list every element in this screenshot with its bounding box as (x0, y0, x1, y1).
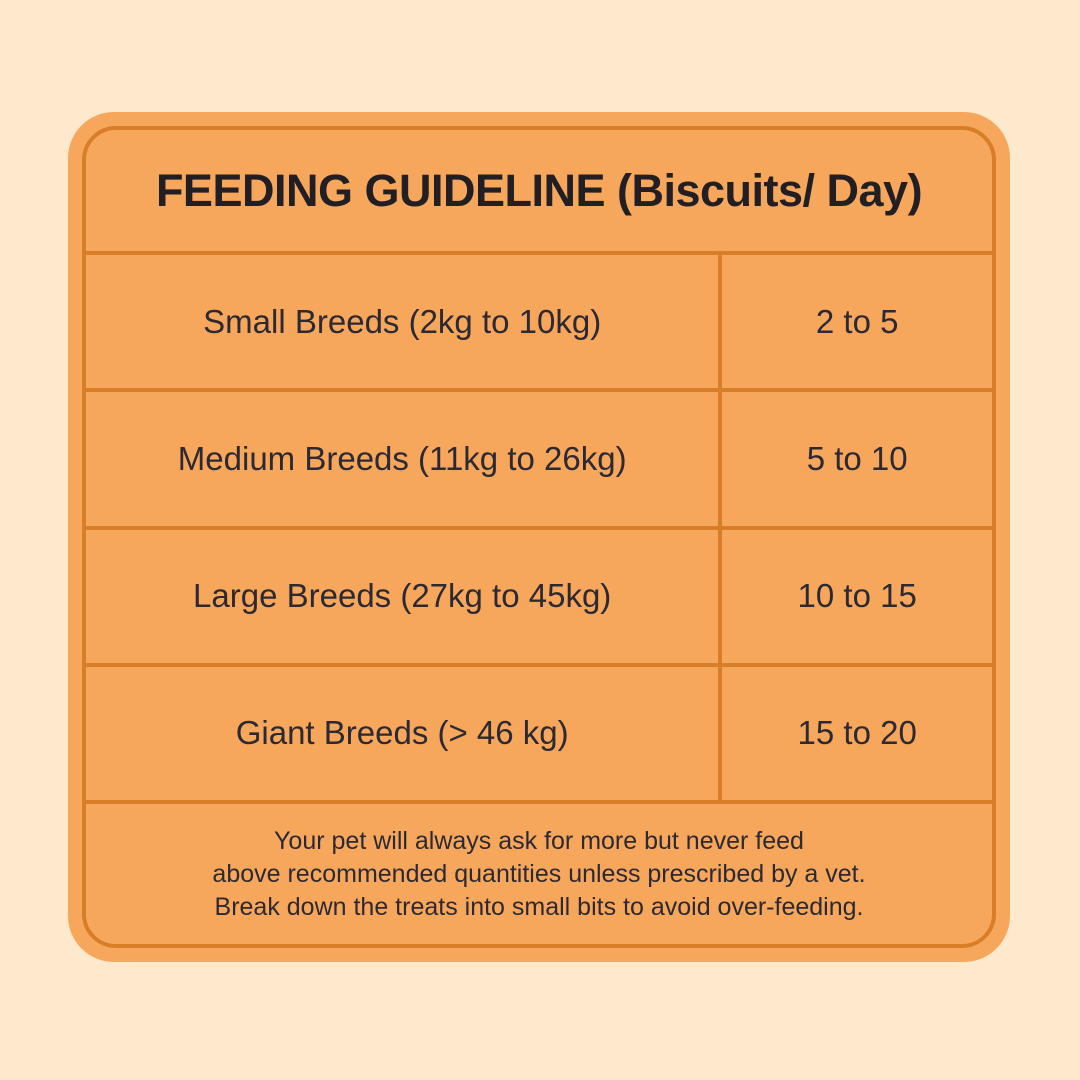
page-title: FEEDING GUIDELINE (Biscuits/ Day) (155, 164, 923, 216)
feeding-guideline-card: FEEDING GUIDELINE (Biscuits/ Day) Small … (68, 112, 1010, 962)
quantity-cell: 5 to 10 (718, 392, 992, 526)
quantity-cell: 15 to 20 (718, 666, 992, 800)
breed-cell: Giant Breeds (> 46 kg) (235, 714, 569, 752)
quantity-cell: 2 to 5 (718, 255, 992, 389)
table-row: Small Breeds (2kg to 10kg) 2 to 5 (86, 251, 992, 389)
title-row: FEEDING GUIDELINE (Biscuits/ Day) (86, 130, 992, 251)
card-inner-border: FEEDING GUIDELINE (Biscuits/ Day) Small … (82, 126, 996, 948)
breed-cell: Small Breeds (2kg to 10kg) (203, 302, 602, 340)
footer-note-line: above recommended quantities unless pres… (212, 859, 866, 888)
breed-cell: Large Breeds (27kg to 45kg) (193, 577, 612, 615)
table-row: Large Breeds (27kg to 45kg) 10 to 15 (86, 525, 992, 663)
table-row: Giant Breeds (> 46 kg) 15 to 20 (86, 662, 992, 800)
breed-cell: Medium Breeds (11kg to 26kg) (177, 439, 627, 477)
quantity-cell: 10 to 15 (718, 529, 992, 663)
footer-note-line: Your pet will always ask for more but ne… (274, 826, 804, 855)
footer-note: Your pet will always ask for more but ne… (86, 800, 992, 944)
footer-note-line: Break down the treats into small bits to… (214, 892, 864, 921)
table-row: Medium Breeds (11kg to 26kg) 5 to 10 (86, 388, 992, 526)
